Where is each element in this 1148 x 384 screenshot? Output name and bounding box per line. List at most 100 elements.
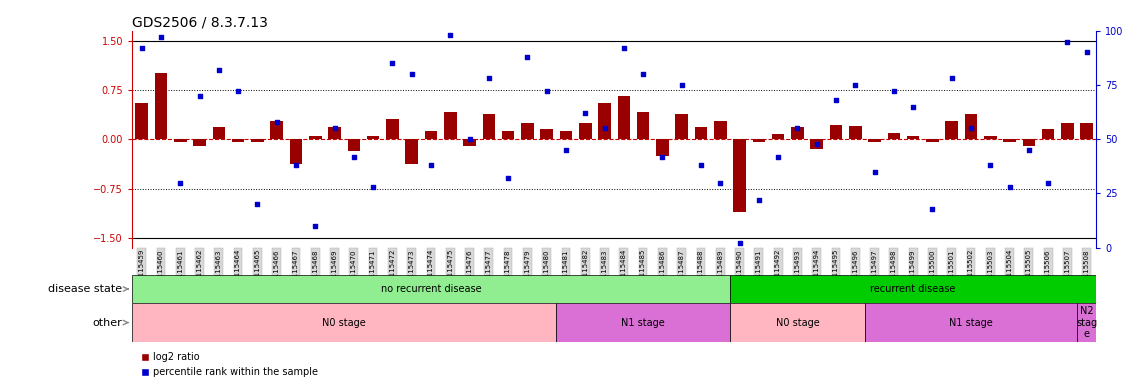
Point xyxy=(132,45,150,51)
Point xyxy=(441,32,459,38)
Bar xyxy=(907,136,920,139)
Bar xyxy=(1061,123,1073,139)
Bar xyxy=(328,127,341,139)
Bar xyxy=(309,136,321,139)
Bar xyxy=(212,127,225,139)
Bar xyxy=(864,303,1077,342)
Point xyxy=(537,88,556,94)
Point xyxy=(750,197,768,203)
Text: N1 stage: N1 stage xyxy=(949,318,993,328)
Text: N2
stag
e: N2 stag e xyxy=(1076,306,1097,339)
Text: no recurrent disease: no recurrent disease xyxy=(381,284,481,294)
Bar xyxy=(926,139,939,142)
Bar xyxy=(155,73,168,139)
Bar xyxy=(482,114,495,139)
Bar xyxy=(1003,139,1016,142)
Point xyxy=(1078,49,1096,55)
Bar xyxy=(444,112,457,139)
Point xyxy=(885,88,903,94)
Text: N0 stage: N0 stage xyxy=(776,318,820,328)
Text: N0 stage: N0 stage xyxy=(323,318,366,328)
Bar xyxy=(730,303,864,342)
Point xyxy=(364,184,382,190)
Bar xyxy=(560,131,572,139)
Point xyxy=(307,223,325,229)
Point xyxy=(344,154,363,160)
Bar xyxy=(579,123,591,139)
Point xyxy=(480,75,498,81)
Point xyxy=(191,93,209,99)
Point xyxy=(982,162,1000,168)
Bar xyxy=(887,132,900,139)
Bar xyxy=(1042,129,1054,139)
Point xyxy=(1000,184,1018,190)
Point xyxy=(325,125,343,131)
Point xyxy=(943,75,961,81)
Bar xyxy=(675,114,688,139)
Bar xyxy=(734,139,746,212)
Text: disease state: disease state xyxy=(48,284,129,294)
Point xyxy=(846,82,864,88)
Bar xyxy=(730,275,1096,303)
Legend: log2 ratio, percentile rank within the sample: log2 ratio, percentile rank within the s… xyxy=(137,349,323,381)
Bar xyxy=(1023,139,1035,146)
Bar xyxy=(405,139,418,164)
Point xyxy=(383,60,402,66)
Bar xyxy=(367,136,379,139)
Point xyxy=(1019,147,1038,153)
Bar xyxy=(946,121,957,139)
Bar xyxy=(502,131,514,139)
Bar xyxy=(132,303,557,342)
Bar xyxy=(348,139,360,151)
Bar xyxy=(1080,123,1093,139)
Point xyxy=(460,136,479,142)
Point xyxy=(1039,180,1057,186)
Point xyxy=(730,240,748,247)
Point xyxy=(421,162,440,168)
Point xyxy=(152,34,170,40)
Point xyxy=(248,201,266,207)
Point xyxy=(769,154,788,160)
Bar xyxy=(868,139,881,142)
Bar xyxy=(232,139,245,142)
Bar xyxy=(771,134,784,139)
Point xyxy=(1058,38,1077,45)
Bar xyxy=(271,121,282,139)
Bar xyxy=(174,139,186,142)
Point xyxy=(962,125,980,131)
Point xyxy=(576,110,595,116)
Point xyxy=(827,97,845,103)
Bar xyxy=(135,103,148,139)
Point xyxy=(673,82,691,88)
Point xyxy=(692,162,711,168)
Bar xyxy=(810,139,823,149)
Bar xyxy=(521,123,534,139)
Bar xyxy=(695,127,707,139)
Bar xyxy=(557,303,730,342)
Text: GDS2506 / 8.3.7.13: GDS2506 / 8.3.7.13 xyxy=(132,16,267,30)
Point xyxy=(228,88,247,94)
Text: recurrent disease: recurrent disease xyxy=(870,284,956,294)
Bar xyxy=(830,125,843,139)
Bar xyxy=(386,119,398,139)
Text: N1 stage: N1 stage xyxy=(621,318,665,328)
Point xyxy=(557,147,575,153)
Point xyxy=(807,141,825,147)
Point xyxy=(711,180,729,186)
Point xyxy=(653,154,672,160)
Bar xyxy=(289,139,302,164)
Bar xyxy=(791,127,804,139)
Bar xyxy=(132,275,730,303)
Bar xyxy=(464,139,475,146)
Bar xyxy=(964,114,977,139)
Bar xyxy=(657,139,668,156)
Point xyxy=(866,169,884,175)
Bar xyxy=(425,131,437,139)
Point xyxy=(403,71,421,77)
Point xyxy=(923,205,941,212)
Point xyxy=(789,125,807,131)
Bar xyxy=(193,139,205,146)
Point xyxy=(903,104,922,110)
Point xyxy=(614,45,633,51)
Bar xyxy=(984,136,996,139)
